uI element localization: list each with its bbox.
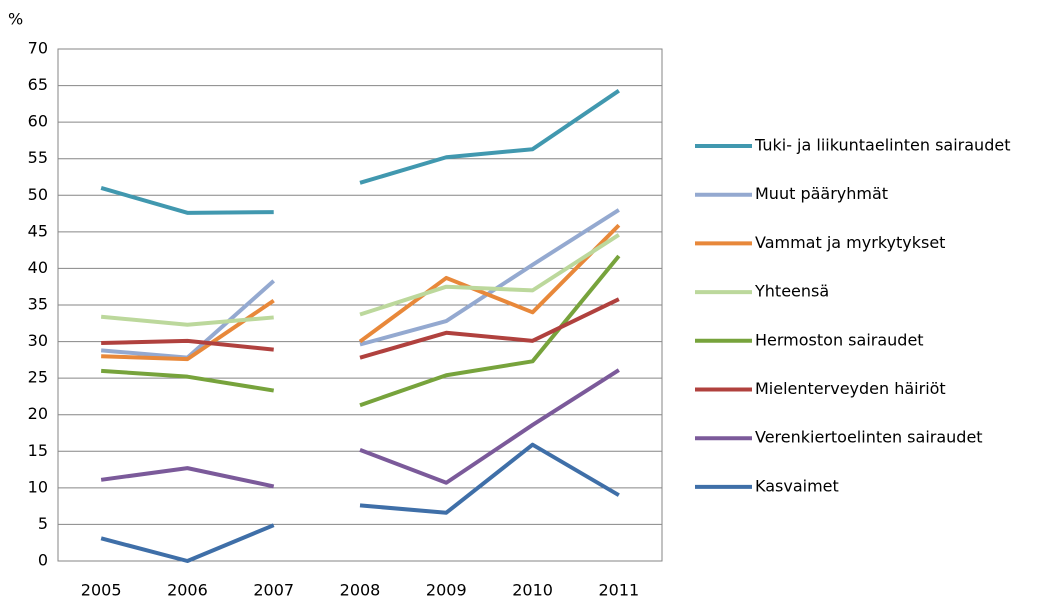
legend-label: Mielenterveyden häiriöt xyxy=(755,379,946,398)
y-axis-label: % xyxy=(8,10,23,29)
legend-label: Tuki- ja liikuntaelinten sairaudet xyxy=(754,136,1010,155)
series-line xyxy=(359,89,620,185)
y-tick-label: 65 xyxy=(28,75,48,94)
plot-border xyxy=(57,48,663,562)
y-tick-label: 50 xyxy=(28,185,48,204)
series-line xyxy=(101,338,274,352)
y-tick-label: 20 xyxy=(28,404,48,423)
x-tick-label: 2008 xyxy=(340,581,381,600)
series-line xyxy=(359,368,620,485)
series-line xyxy=(100,314,274,327)
legend-label: Kasvaimet xyxy=(755,476,839,495)
legend-label: Vammat ja myrkytykset xyxy=(755,233,945,252)
y-tick-label: 55 xyxy=(28,148,48,167)
legend-label: Hermoston sairaudet xyxy=(755,330,924,349)
series-line xyxy=(359,442,620,515)
y-tick-label: 45 xyxy=(28,221,48,240)
x-tick-label: 2010 xyxy=(512,581,553,600)
series-line xyxy=(359,233,620,317)
y-tick-label: 35 xyxy=(28,295,48,314)
y-tick-label: 5 xyxy=(38,514,48,533)
legend-label: Yhteensä xyxy=(754,282,829,301)
y-tick-label: 25 xyxy=(28,368,48,387)
y-tick-label: 60 xyxy=(28,112,48,131)
y-tick-label: 70 xyxy=(28,39,48,58)
series-line xyxy=(100,523,275,563)
series-line xyxy=(359,297,620,360)
y-tick-label: 40 xyxy=(28,258,48,277)
x-tick-label: 2011 xyxy=(598,581,639,600)
legend-label: Muut pääryhmät xyxy=(755,184,888,203)
series-line xyxy=(101,368,275,393)
legend-label: Verenkiertoelinten sairaudet xyxy=(755,428,983,447)
series-line xyxy=(101,298,275,362)
series-line xyxy=(359,254,621,408)
x-tick-label: 2007 xyxy=(253,581,294,600)
series-line xyxy=(100,466,275,489)
series-line xyxy=(359,208,620,347)
y-tick-label: 0 xyxy=(38,551,48,570)
y-tick-label: 10 xyxy=(28,477,48,496)
series-line xyxy=(100,186,274,215)
y-tick-label: 15 xyxy=(28,441,48,460)
y-tick-label: 30 xyxy=(28,331,48,350)
x-tick-label: 2006 xyxy=(167,581,208,600)
x-tick-label: 2005 xyxy=(81,581,122,600)
series-line xyxy=(358,223,621,344)
x-tick-label: 2009 xyxy=(426,581,467,600)
